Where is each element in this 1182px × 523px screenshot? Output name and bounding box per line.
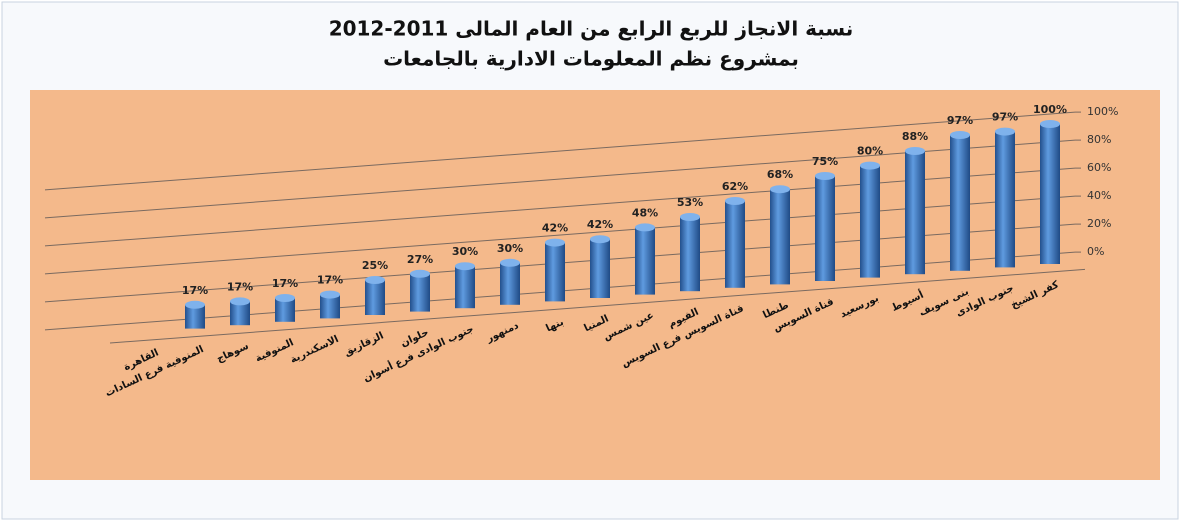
value-label: 42% xyxy=(542,222,568,235)
chart-title: نسبة الانجاز للربع الرابع من العام المال… xyxy=(329,17,854,41)
value-label: 17% xyxy=(272,277,298,290)
value-label: 88% xyxy=(902,130,928,143)
value-label: 100% xyxy=(1033,103,1067,116)
bar xyxy=(860,165,880,278)
bar xyxy=(365,280,385,315)
bar-top xyxy=(365,276,385,284)
bar xyxy=(770,189,790,285)
bar-top xyxy=(545,238,565,247)
value-label: 75% xyxy=(812,155,838,168)
y-tick-label: 100% xyxy=(1087,105,1118,118)
value-label: 30% xyxy=(497,242,523,255)
bar-top xyxy=(320,290,340,299)
bar-top xyxy=(230,297,250,306)
bar xyxy=(275,298,295,322)
y-tick-label: 80% xyxy=(1087,133,1111,146)
bar xyxy=(1040,124,1060,264)
bar xyxy=(950,135,970,271)
value-label: 48% xyxy=(632,206,658,219)
bar-top xyxy=(770,185,790,194)
value-label: 53% xyxy=(677,196,703,209)
bar-top xyxy=(275,294,295,302)
bar xyxy=(590,239,610,298)
value-label: 25% xyxy=(362,259,388,272)
bar xyxy=(635,227,655,295)
value-label: 17% xyxy=(317,274,343,287)
value-label: 97% xyxy=(992,111,1018,124)
bar xyxy=(725,201,745,288)
bar-top xyxy=(905,147,925,155)
chart-subtitle: بمشروع نظم المعلومات الادارية بالجامعات xyxy=(383,47,799,71)
bar xyxy=(455,266,475,309)
bar-top xyxy=(590,235,610,244)
value-label: 30% xyxy=(452,245,478,258)
y-tick-label: 0% xyxy=(1087,245,1104,258)
bar-top xyxy=(860,161,880,170)
bar xyxy=(500,262,520,305)
bar-top xyxy=(725,197,745,205)
bar-top xyxy=(995,127,1015,136)
bar xyxy=(995,131,1015,268)
bar-top xyxy=(500,258,520,267)
value-label: 17% xyxy=(227,280,253,293)
bar xyxy=(680,217,700,292)
y-tick-label: 40% xyxy=(1087,189,1111,202)
value-label: 27% xyxy=(407,253,433,266)
bar xyxy=(320,294,340,319)
bar-top xyxy=(815,172,835,180)
bar xyxy=(230,301,250,326)
value-label: 68% xyxy=(767,168,793,181)
axis-base xyxy=(109,268,1086,344)
y-tick-label: 20% xyxy=(1087,217,1111,230)
grid-line xyxy=(44,139,1076,219)
value-label: 97% xyxy=(947,114,973,127)
value-label: 62% xyxy=(722,180,748,193)
bar xyxy=(815,176,835,281)
bar xyxy=(545,242,565,302)
bar-top xyxy=(680,213,700,221)
grid-line xyxy=(44,111,1076,191)
bar-top xyxy=(635,223,655,232)
value-label: 17% xyxy=(182,284,208,297)
bar xyxy=(410,273,430,312)
bar-top xyxy=(455,262,475,271)
value-label: 80% xyxy=(857,145,883,158)
bar-top xyxy=(1040,120,1060,128)
grid-line xyxy=(44,195,1076,275)
bar xyxy=(185,304,205,329)
bar-top xyxy=(950,131,970,139)
y-tick-label: 60% xyxy=(1087,161,1111,174)
bar-top xyxy=(185,300,205,309)
grid-line xyxy=(44,167,1076,247)
bar xyxy=(905,151,925,275)
bar-top xyxy=(410,269,430,278)
value-label: 42% xyxy=(587,218,613,231)
